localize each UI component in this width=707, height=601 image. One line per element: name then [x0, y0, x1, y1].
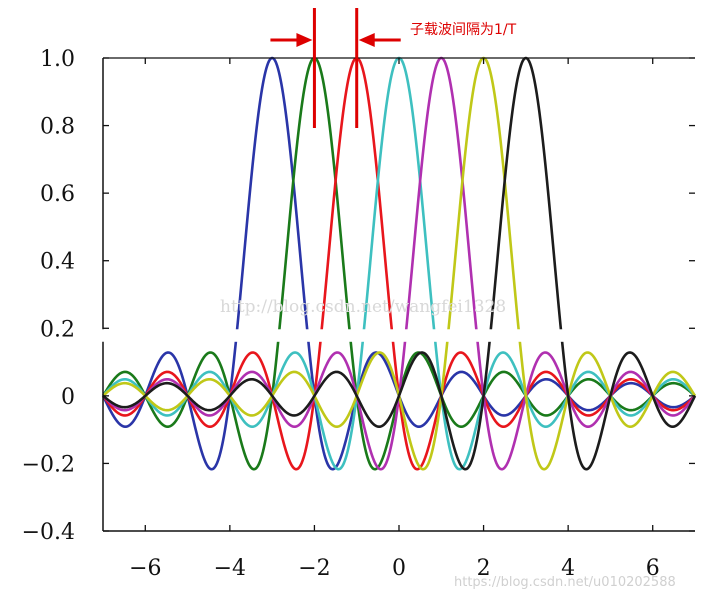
y-tick-label: 1.0: [40, 47, 75, 72]
x-tick-label: 2: [477, 556, 491, 581]
watermark-bottom-right: https://blog.csdn.net/u010202588: [454, 575, 676, 590]
spacing-annotation: 子载波间隔为1/T: [270, 8, 517, 128]
axis-break-gap: [99, 329, 699, 342]
series-line: [101, 56, 696, 471]
y-tick-label: −0.4: [22, 520, 75, 545]
y-tick-label: 0.2: [40, 317, 75, 342]
x-tick-label: 4: [561, 556, 575, 581]
y-tick-label: 0: [61, 385, 75, 410]
y-tick-label: 0.8: [40, 115, 75, 140]
x-tick-label: −6: [129, 556, 161, 581]
x-tick-label: −4: [214, 556, 246, 581]
series-line: [102, 56, 697, 471]
series-line: [101, 56, 696, 471]
arrow-left-head: [296, 33, 313, 47]
axis-ticks: −6 −4 −2 0 2 4 6 −0.4 −0.2 0 0.2 0.4 0.6 0.8 1.0: [22, 47, 695, 581]
y-tick-label: 0.6: [40, 182, 75, 207]
y-tick-label: 0.4: [40, 250, 75, 275]
series-line: [101, 56, 696, 471]
series-line: [102, 56, 697, 471]
series-line: [102, 56, 697, 471]
y-tick-label: −0.2: [22, 452, 75, 477]
sinc-curves: [101, 56, 697, 471]
arrow-right-head: [358, 33, 375, 47]
spacing-annotation-label: 子载波间隔为1/T: [410, 22, 517, 38]
x-tick-label: −2: [298, 556, 330, 581]
x-tick-label: 0: [392, 556, 406, 581]
watermark-center: http://blog.csdn.net/wangfei1328: [220, 297, 506, 317]
x-tick-label: 6: [646, 556, 660, 581]
plot-frame: [99, 57, 699, 532]
series-line: [102, 56, 696, 471]
